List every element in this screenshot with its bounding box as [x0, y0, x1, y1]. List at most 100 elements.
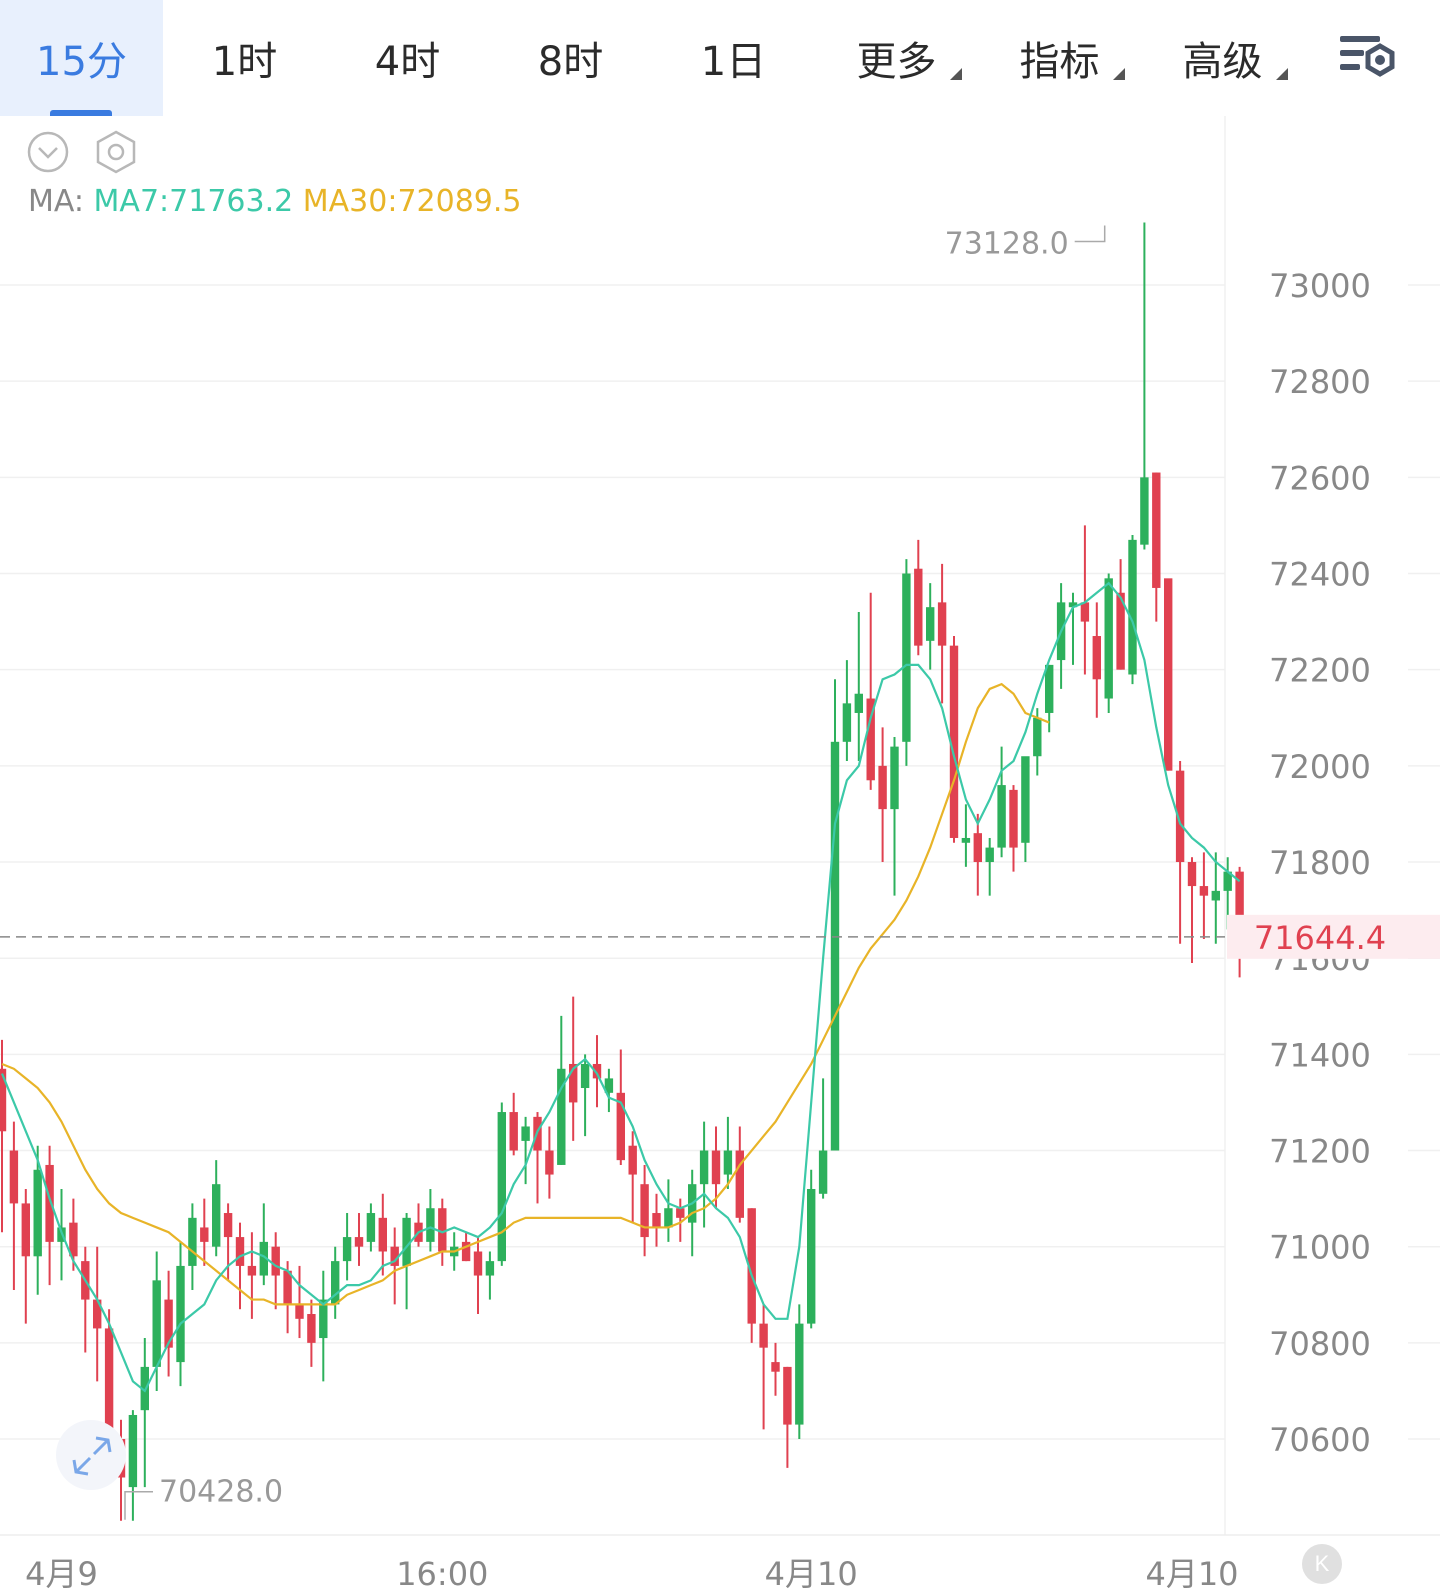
y-tick-label: 70600 [1269, 1421, 1371, 1459]
tab-label: 1时 [211, 39, 278, 85]
dropdown-triangle-icon [950, 68, 962, 80]
candle-body [723, 1150, 733, 1175]
candle-body [545, 1150, 554, 1175]
tab-1[interactable]: 15分 [0, 0, 163, 116]
candle-body [652, 1213, 661, 1228]
min-price-label: 70428.0 [159, 1475, 283, 1510]
candle-body [866, 698, 875, 781]
tab-4[interactable]: 8时 [489, 0, 652, 116]
candle-body [842, 703, 852, 742]
active-tab-indicator [50, 110, 112, 116]
candle-body [319, 1299, 328, 1339]
candlestick-chart[interactable]: 7300072800726007240072200720007180071600… [0, 116, 1440, 1592]
y-tick-label: 71000 [1269, 1229, 1371, 1267]
candle-body [592, 1063, 602, 1079]
x-tick-label: 16:00 [396, 1555, 488, 1592]
candle-body [985, 847, 994, 863]
candle-body [402, 1217, 411, 1266]
candle-body [997, 785, 1006, 848]
current-price-box [1227, 914, 1440, 959]
candle-body [878, 765, 887, 810]
candle-body [890, 746, 899, 810]
tab-7[interactable]: 指标 [978, 0, 1141, 116]
candle-body [973, 833, 982, 863]
candle-body [1128, 539, 1137, 675]
y-tick-label: 73000 [1269, 267, 1371, 305]
candle-body [331, 1261, 340, 1305]
candle-body [580, 1063, 590, 1089]
ma7-line [0, 581, 1241, 1393]
candle-body [1223, 871, 1232, 891]
candle-body [1199, 886, 1209, 896]
candle-body [711, 1150, 721, 1185]
tab-5[interactable]: 1日 [652, 0, 815, 116]
candle-body [854, 693, 863, 713]
candle-body [521, 1126, 530, 1141]
collapse-icon[interactable] [27, 131, 69, 173]
candle-body [461, 1241, 471, 1262]
candle-body [152, 1280, 161, 1367]
candle-body [902, 573, 911, 742]
candle-body [307, 1314, 316, 1343]
y-tick-label: 72600 [1269, 459, 1371, 497]
candle-body [937, 602, 947, 646]
candle-body [223, 1213, 233, 1238]
candle-body [497, 1112, 506, 1262]
candle-body [699, 1150, 709, 1185]
candle-body [93, 1299, 102, 1329]
x-tick-label: 4月10 [765, 1555, 858, 1592]
candle-body [1175, 770, 1185, 863]
chart-tools [26, 130, 146, 179]
candle-body [771, 1362, 780, 1372]
chart-settings-icon[interactable] [1338, 30, 1398, 86]
candle-body [188, 1217, 197, 1266]
candle-body [735, 1150, 744, 1218]
candle-body [9, 1150, 19, 1204]
candle-body [569, 1063, 578, 1103]
candle-body [354, 1237, 364, 1247]
candle-body [1080, 602, 1090, 622]
y-tick-label: 71400 [1269, 1036, 1371, 1074]
ma-legend: MA: MA7:71763.2 MA30:72089.5 [28, 184, 522, 219]
tab-2[interactable]: 1时 [163, 0, 326, 116]
candle-body [164, 1299, 173, 1348]
dropdown-triangle-icon [1276, 68, 1288, 80]
candle-body [104, 1328, 114, 1449]
ma7-value: MA7:71763.2 [93, 184, 294, 219]
tab-label: 4时 [374, 39, 441, 85]
tab-8[interactable]: 高级 [1141, 0, 1304, 116]
x-tick-label: 4月9 [25, 1555, 98, 1592]
candle-body [259, 1241, 268, 1276]
candle-body [485, 1261, 495, 1276]
candle-body [664, 1208, 673, 1228]
candle-body [926, 607, 935, 641]
x-tick-label: 4月10 [1145, 1555, 1238, 1592]
candle-body [795, 1323, 804, 1425]
tab-label: 1日 [700, 39, 767, 85]
expand-chart-button[interactable] [56, 1420, 126, 1490]
candle-body [378, 1217, 387, 1252]
tab-3[interactable]: 4时 [326, 0, 489, 116]
candle-body [33, 1169, 42, 1257]
tab-label: 15分 [36, 39, 127, 85]
candle-body [1068, 602, 1078, 608]
candle-body [128, 1414, 138, 1488]
k-badge[interactable]: K [1302, 1544, 1342, 1584]
y-tick-label: 72400 [1269, 556, 1371, 594]
candle-body [807, 1188, 816, 1324]
dropdown-triangle-icon [1113, 68, 1125, 80]
candle-body [0, 1068, 7, 1132]
candle-body [1116, 592, 1125, 670]
candle-body [509, 1112, 518, 1151]
candle-body [342, 1237, 352, 1262]
candle-body [235, 1237, 245, 1266]
candle-body [295, 1304, 304, 1319]
candle-body [473, 1251, 483, 1276]
candle-body [640, 1184, 649, 1238]
tab-6[interactable]: 更多 [815, 0, 978, 116]
indicator-settings-icon[interactable] [96, 130, 136, 174]
current-price-label: 71644.4 [1254, 919, 1386, 957]
y-tick-label: 72000 [1269, 748, 1371, 786]
candle-body [1164, 578, 1173, 771]
candle-body [69, 1222, 78, 1257]
